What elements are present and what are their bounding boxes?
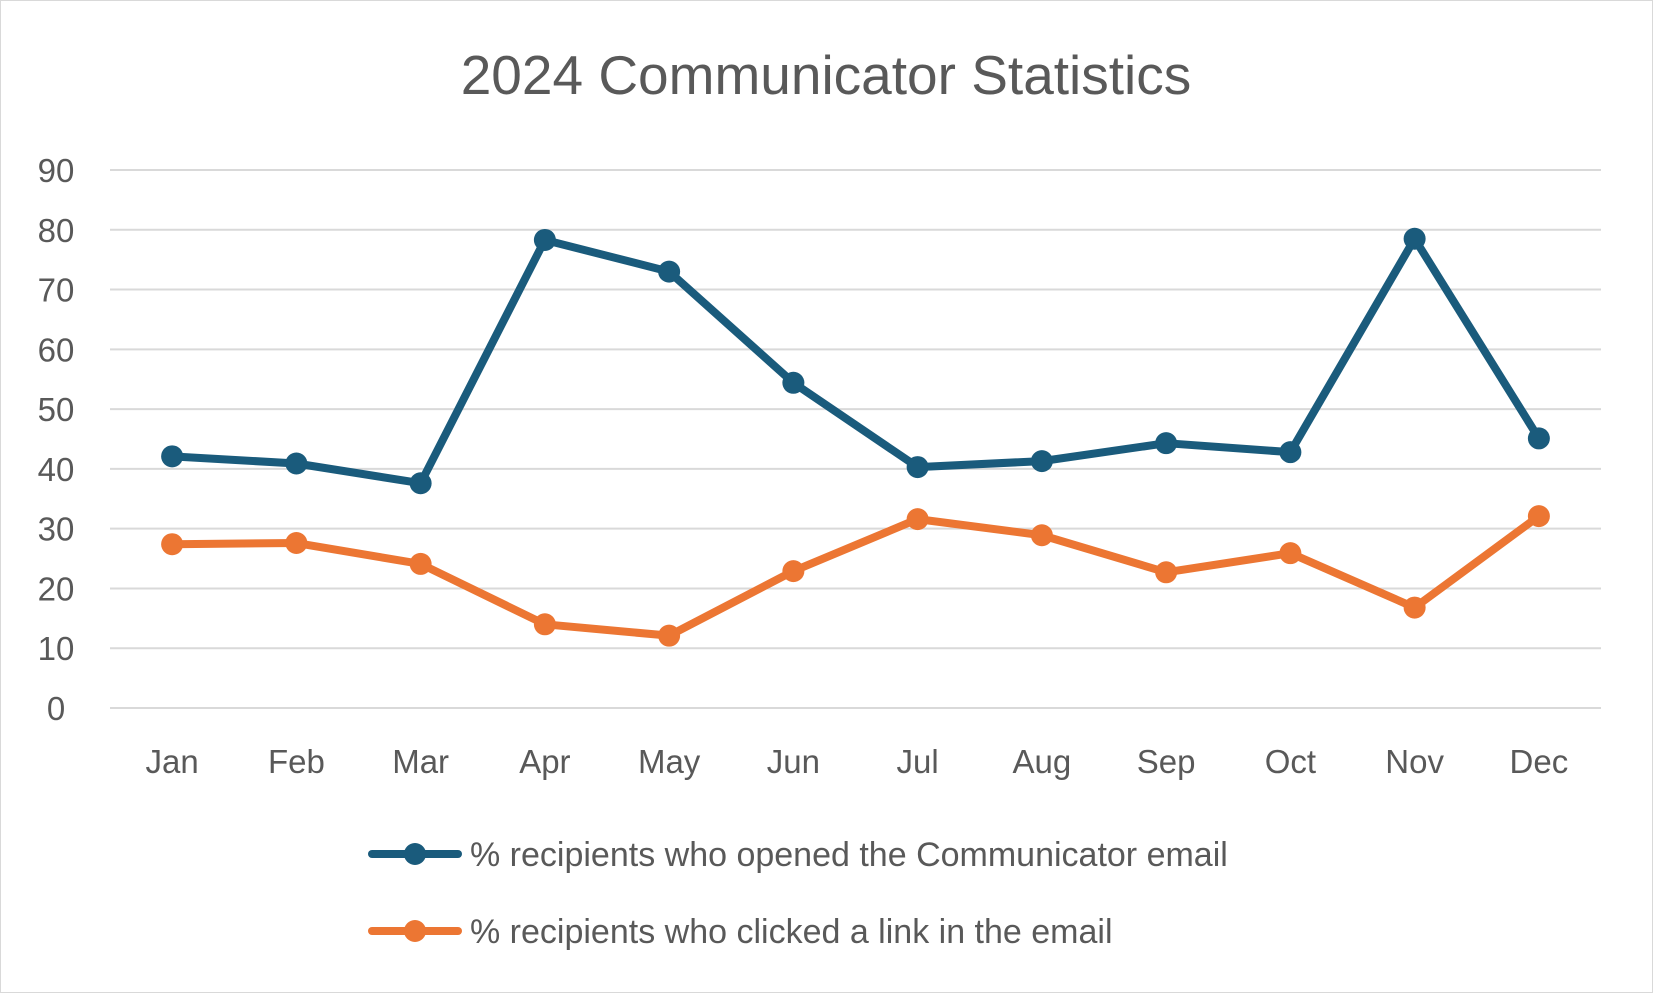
data-point [658,260,681,283]
data-point [1155,561,1178,584]
y-tick-label: 90 [38,152,75,189]
data-point [1403,596,1426,619]
gridlines [110,169,1601,709]
data-point [1527,427,1550,450]
x-tick-label: Feb [268,743,325,780]
series-line [168,512,1543,640]
data-point [906,508,929,531]
data-point [1403,227,1426,250]
y-tick-label: 80 [38,212,75,249]
data-point [409,552,432,575]
y-tick-label: 20 [38,570,75,607]
x-tick-label: May [638,743,701,780]
legend-label: % recipients who clicked a link in the e… [470,913,1113,951]
data-point [285,452,308,475]
x-tick-label: Jul [897,743,939,780]
x-tick-label: Sep [1137,743,1196,780]
series-2 [161,505,1550,647]
data-point [161,533,184,556]
legend-swatch-marker [404,843,426,865]
data-point [1527,505,1550,528]
series-lines [161,227,1550,647]
legend-item-2: % recipients who clicked a link in the e… [368,913,1113,951]
y-axis-ticks: 0 10 20 30 40 50 60 70 80 90 [38,152,75,727]
y-tick-label: 60 [38,331,75,368]
x-tick-label: Dec [1510,743,1569,780]
y-tick-label: 10 [38,630,75,667]
legend-label: % recipients who opened the Communicator… [470,836,1228,874]
x-tick-label: Jun [767,743,820,780]
x-tick-label: Mar [392,743,449,780]
y-tick-label: 30 [38,511,75,548]
data-point [1030,524,1053,547]
data-point [1279,441,1302,464]
data-point [1155,432,1178,455]
x-tick-label: Jan [146,743,199,780]
y-tick-label: 70 [38,272,75,309]
data-point [161,445,184,468]
data-point [533,613,556,636]
legend-item-1: % recipients who opened the Communicator… [368,836,1228,874]
x-tick-label: Nov [1385,743,1444,780]
legend-swatch-marker [404,920,426,942]
data-point [1030,450,1053,473]
data-point [658,624,681,647]
y-tick-label: 0 [47,690,65,727]
y-tick-label: 50 [38,391,75,428]
data-point [906,456,929,479]
chart-title: 2024 Communicator Statistics [461,44,1192,106]
y-tick-label: 40 [38,451,75,488]
series-line [168,234,1543,488]
series-1 [161,227,1550,495]
data-point [285,532,308,555]
data-point [409,472,432,495]
data-point [1279,542,1302,565]
legend: % recipients who opened the Communicator… [368,836,1228,951]
x-tick-label: Apr [519,743,570,780]
data-point [782,371,805,394]
data-point [782,560,805,583]
x-axis-ticks: Jan Feb Mar Apr May Jun Jul Aug Sep Oct Nov Dec [146,743,1569,780]
data-point [533,228,556,251]
x-tick-label: Oct [1265,743,1316,780]
x-tick-label: Aug [1013,743,1072,780]
